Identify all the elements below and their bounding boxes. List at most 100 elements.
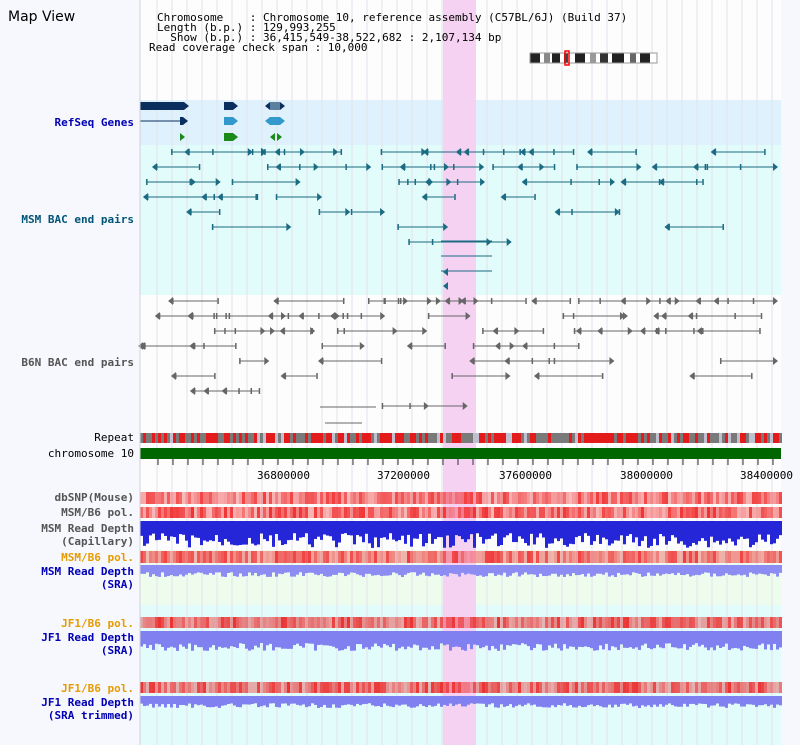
msm-read-depth-sra [500, 565, 503, 576]
jf1-b6-pol-density [611, 617, 614, 628]
jf1-b6-pol-trimmed-density [239, 682, 242, 693]
msm-b6-pol-density [686, 507, 689, 518]
track-label-jf1-b6-pol[interactable]: JF1/B6 pol. [61, 617, 134, 630]
jf1-b6-pol-density [536, 617, 539, 628]
jf1-read-depth-sra-trimmed [191, 696, 194, 708]
msm-b6-pol-sra-density [371, 551, 374, 563]
msm-b6-pol-density [515, 507, 518, 518]
msm-read-depth-capillary [566, 521, 569, 547]
jf1-b6-pol-trimmed-density [422, 682, 425, 693]
refseq-gene-arrow [280, 102, 285, 110]
msm-b6-pol-sra-density [266, 551, 269, 563]
msm-bac-pair [256, 194, 259, 200]
dbsnp-density [581, 492, 584, 504]
msm-read-depth-sra [494, 565, 497, 576]
jf1-read-depth-sra [449, 631, 452, 651]
dbsnp-density [338, 492, 341, 504]
jf1-read-depth-sra [569, 631, 572, 647]
msm-read-depth-sra [389, 565, 392, 576]
msm-read-depth-capillary [374, 521, 377, 538]
track-label-jf1-depth-trimmed[interactable]: JF1 Read Depth [41, 696, 134, 709]
jf1-read-depth-sra-trimmed [497, 696, 500, 708]
track-label-dbsnp[interactable]: dbSNP(Mouse) [54, 491, 134, 504]
jf1-read-depth-sra [641, 631, 644, 646]
jf1-b6-pol-trimmed-density [575, 682, 578, 693]
track-label-b6n-bac[interactable]: B6N BAC end pairs [21, 356, 134, 369]
b6n-bac-pair-arrow [317, 357, 323, 365]
repeat-block [185, 433, 188, 443]
b6n-bac-pair [553, 358, 556, 364]
msm-b6-pol-sra-density [377, 551, 380, 563]
jf1-b6-pol-density [464, 617, 467, 628]
b6n-bac-pair-arrow [264, 357, 270, 365]
b6n-bac-pair [342, 298, 345, 304]
msm-b6-pol-density [251, 507, 254, 518]
msm-read-depth-sra [140, 565, 143, 574]
msm-read-depth-capillary [314, 521, 317, 540]
msm-read-depth-capillary [746, 521, 749, 539]
msm-b6-pol-sra-density [185, 551, 188, 563]
repeat-block [395, 433, 398, 443]
repeat-block [638, 433, 641, 443]
track-label-refseq[interactable]: RefSeq Genes [54, 116, 134, 129]
msm-read-depth-capillary [605, 521, 608, 540]
dbsnp-density [764, 492, 767, 504]
jf1-read-depth-sra [503, 631, 506, 650]
dbsnp-density [272, 492, 275, 504]
jf1-read-depth-sra [602, 631, 605, 650]
track-label-msm-bac[interactable]: MSM BAC end pairs [21, 213, 134, 226]
repeat-block [716, 433, 719, 443]
repeat-block [659, 433, 662, 443]
msm-read-depth-sra [218, 565, 221, 573]
msm-read-depth-capillary [203, 521, 206, 541]
jf1-b6-pol-trimmed-density [212, 682, 215, 693]
msm-b6-pol-sra-density [314, 551, 317, 563]
jf1-b6-pol-density [470, 617, 473, 628]
jf1-b6-pol-density [239, 617, 242, 628]
track-label-chromosome[interactable]: chromosome 10 [47, 447, 134, 460]
msm-b6-pol-sra-density [527, 551, 530, 563]
track-label-repeat[interactable]: Repeat [94, 431, 134, 444]
jf1-b6-pol-density [581, 617, 584, 628]
jf1-read-depth-sra-trimmed [668, 696, 671, 704]
track-label-jf1-b6-pol-trimmed[interactable]: JF1/B6 pol. [61, 682, 134, 695]
msm-read-depth-sra [185, 565, 188, 575]
track-label-msm-depth-sra-sub: (SRA) [100, 578, 134, 591]
jf1-b6-pol-density [248, 617, 251, 628]
dbsnp-density [182, 492, 185, 504]
dbsnp-density [266, 492, 269, 504]
repeat-block [332, 433, 335, 443]
jf1-b6-pol-trimmed-density [251, 682, 254, 693]
jf1-read-depth-sra [176, 631, 179, 651]
msm-b6-pol-sra-density [221, 551, 224, 563]
track-label-msm-b6-pol[interactable]: MSM/B6 pol. [61, 506, 134, 519]
jf1-b6-pol-density [737, 617, 740, 628]
msm-b6-pol-sra-density [320, 551, 323, 563]
jf1-b6-pol-density [584, 617, 587, 628]
msm-b6-pol-density [338, 507, 341, 518]
dbsnp-density [404, 492, 407, 504]
jf1-read-depth-sra-trimmed [575, 696, 578, 708]
jf1-b6-pol-trimmed-density [482, 682, 485, 693]
track-label-msm-b6-pol-sra[interactable]: MSM/B6 pol. [61, 551, 134, 564]
msm-read-depth-capillary [764, 521, 767, 542]
jf1-b6-pol-density [326, 617, 329, 628]
msm-b6-pol-sra-density [428, 551, 431, 563]
repeat-block [200, 433, 203, 443]
msm-read-depth-sra [356, 565, 359, 575]
b6n-bac-pair [427, 313, 430, 319]
msm-read-depth-capillary [368, 521, 371, 544]
track-label-msm-depth-cap[interactable]: MSM Read Depth [41, 522, 134, 535]
msm-b6-pol-sra-density [701, 551, 704, 563]
jf1-b6-pol-density [269, 617, 272, 628]
refseq-gene-arrow [277, 133, 282, 141]
jf1-read-depth-sra [461, 631, 464, 650]
jf1-b6-pol-density [284, 617, 287, 628]
jf1-read-depth-sra-trimmed [242, 696, 245, 705]
track-label-jf1-depth[interactable]: JF1 Read Depth [41, 631, 134, 644]
msm-b6-pol-density [608, 507, 611, 518]
msm-read-depth-capillary [767, 521, 770, 535]
track-label-msm-depth-sra[interactable]: MSM Read Depth [41, 565, 134, 578]
repeat-block [386, 433, 389, 443]
jf1-read-depth-sra [752, 631, 755, 649]
